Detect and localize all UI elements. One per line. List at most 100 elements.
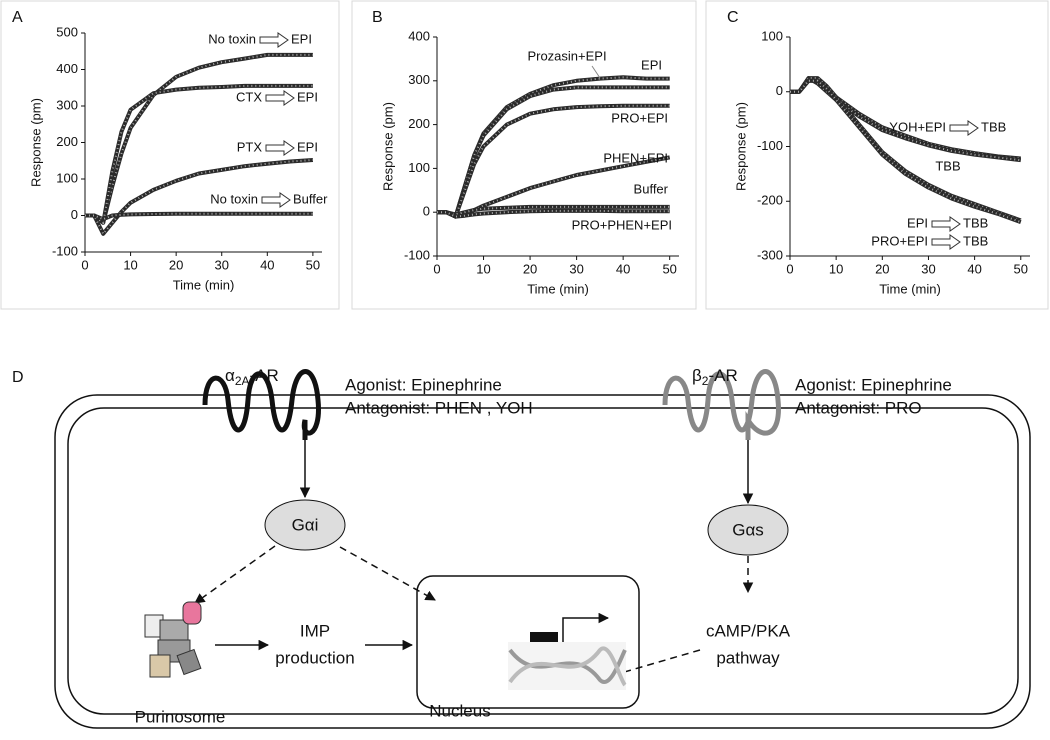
y-tick-label: 200 (408, 116, 430, 131)
alpha-antagonist: Antagonist: PHEN , YOH (345, 398, 533, 417)
y-tick-label: -100 (52, 243, 78, 258)
panel-label: B (372, 9, 383, 26)
arrow-icon (259, 32, 289, 48)
series-label-target: TBB (981, 119, 1006, 134)
x-tick-label: 20 (875, 261, 889, 276)
diagram: D α2A-AR Agonist: Epinephrine Antagonist… (12, 366, 1031, 729)
panel-frame (705, 0, 1049, 310)
leader-line (591, 65, 601, 79)
cell-inner (67, 407, 1019, 715)
y-tick-label: -100 (757, 138, 783, 153)
arrow-icon (949, 120, 979, 136)
y-axis-title: Response (pm) (380, 102, 395, 191)
dashed-arrow (194, 545, 276, 604)
panel-label: C (727, 9, 739, 26)
arrow-icon (265, 90, 295, 106)
series-label: No toxin (208, 31, 256, 46)
series-line (437, 208, 670, 219)
series-error-band (437, 205, 670, 216)
series-error-band (85, 84, 313, 225)
series-error-band (790, 77, 1022, 222)
series-label: PHEN+EPI (603, 150, 668, 165)
y-tick-label: -200 (757, 193, 783, 208)
series-error-band (85, 212, 313, 221)
series-label: PTX (237, 139, 263, 154)
imp-label: production (275, 648, 354, 667)
y-tick-label: 500 (56, 24, 78, 39)
camp-label: pathway (716, 648, 780, 667)
x-axis-title: Time (min) (879, 281, 941, 296)
symbol: α (225, 366, 235, 385)
alpha-receptor-shape (202, 369, 321, 440)
series-label-target: TBB (963, 233, 988, 248)
series-label: PRO+PHEN+EPI (572, 217, 672, 232)
camp-label: cAMP/PKA (706, 621, 791, 640)
y-axis-title: Response (pm) (733, 102, 748, 191)
x-tick-label: 30 (921, 261, 935, 276)
series-label: EPI (641, 57, 662, 72)
y-tick-label: 400 (408, 28, 430, 43)
series-label: EPI (907, 215, 928, 230)
x-axis-title: Time (min) (527, 281, 589, 296)
y-tick-label: 0 (423, 204, 430, 219)
x-tick-label: 40 (616, 261, 630, 276)
y-tick-label: 100 (761, 28, 783, 43)
y-tick-label: 200 (56, 134, 78, 149)
suffix: -AR (708, 366, 737, 385)
dna-icon (508, 612, 627, 690)
series-label-target: EPI (297, 139, 318, 154)
enzyme (176, 648, 202, 676)
g-alpha-i: Gαi (292, 515, 319, 534)
series-label: Prozasin+EPI (527, 48, 606, 63)
series-error-band (790, 76, 1021, 162)
transcription-arrow (562, 612, 610, 642)
series-label-target: TBB (963, 215, 988, 230)
nucleus-label: Nucleus (429, 701, 490, 720)
series-label: YOH+EPI (889, 119, 946, 134)
panel-frame (0, 0, 340, 310)
panel-frame (351, 0, 697, 310)
panel-label: A (12, 9, 23, 26)
beta-receptor-shape (662, 369, 781, 440)
series-label: Buffer (634, 181, 669, 196)
series-label: PRO+EPI (611, 110, 668, 125)
g-protein (264, 499, 346, 551)
subscript: 2A (235, 374, 250, 388)
y-tick-label: 300 (408, 72, 430, 87)
y-tick-label: 400 (56, 61, 78, 76)
series-label-target: EPI (297, 89, 318, 104)
series-label: No toxin (210, 191, 258, 206)
x-axis-title: Time (min) (173, 277, 235, 292)
x-tick-label: 0 (81, 257, 88, 272)
series-label: PRO+EPI (871, 233, 928, 248)
arrow-icon (931, 216, 961, 232)
g-alpha-s: Gαs (732, 520, 764, 539)
enzyme (182, 601, 202, 625)
x-tick-label: 40 (967, 261, 981, 276)
purinosome-label: Purinosome (135, 707, 226, 726)
g-protein (707, 504, 789, 556)
series-label-target: EPI (291, 31, 312, 46)
alpha-agonist: Agonist: Epinephrine (345, 375, 502, 394)
beta-antagonist: Antagonist: PRO (795, 398, 922, 417)
y-tick-label: -100 (404, 247, 430, 262)
purinosome-icon (144, 601, 202, 678)
x-tick-label: 40 (260, 257, 274, 272)
beta-agonist: Agonist: Epinephrine (795, 375, 952, 394)
x-tick-label: 0 (433, 261, 440, 276)
y-axis-title: Response (pm) (28, 98, 43, 187)
y-tick-label: 0 (776, 83, 783, 98)
subscript: 2 (702, 374, 709, 388)
x-tick-label: 10 (476, 261, 490, 276)
x-tick-label: 50 (1014, 261, 1028, 276)
series-line (85, 158, 314, 236)
x-tick-label: 10 (123, 257, 137, 272)
arrow-icon (265, 140, 295, 156)
enzyme (149, 654, 171, 678)
enzyme (159, 619, 189, 643)
promoter (530, 632, 558, 642)
y-tick-label: 0 (71, 207, 78, 222)
alpha-receptor-label: α2A-AR (225, 366, 279, 388)
dashed-arrow (612, 649, 701, 678)
